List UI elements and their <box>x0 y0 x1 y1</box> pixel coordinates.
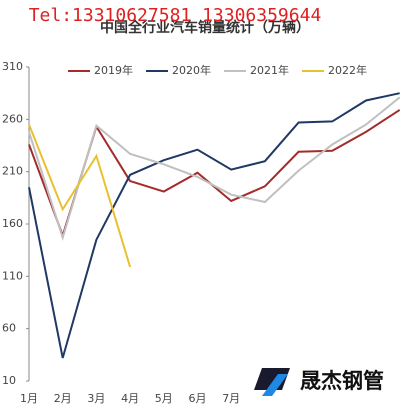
x-tick-label: 2月 <box>54 392 72 405</box>
series-line <box>28 92 400 359</box>
legend-label: 2021年 <box>250 63 289 77</box>
chart-title: 中国全行业汽车销量统计（万辆） <box>100 19 310 36</box>
legend-label: 2022年 <box>328 63 367 77</box>
logo-icon-accent <box>262 374 288 396</box>
logo-icon <box>254 368 290 390</box>
legend-label: 2019年 <box>94 63 133 77</box>
x-tick-label: 6月 <box>189 392 207 405</box>
x-tick-label: 3月 <box>87 392 105 405</box>
y-tick-label: 160 <box>2 217 23 230</box>
series-line <box>28 109 401 239</box>
series-line <box>28 96 401 241</box>
x-tick-label: 4月 <box>121 392 139 405</box>
legend-label: 2020年 <box>172 63 211 77</box>
series-line <box>28 124 132 268</box>
y-tick-label: 110 <box>2 269 23 282</box>
y-tick-label: 260 <box>2 112 23 125</box>
x-tick-label: 7月 <box>222 392 240 405</box>
y-tick-label: 210 <box>2 165 23 178</box>
y-tick-label: 310 <box>2 60 23 73</box>
y-tick-label: 60 <box>2 322 16 335</box>
logo-text: 晟杰钢管 <box>300 369 384 393</box>
y-tick-label: 10 <box>2 374 16 387</box>
x-tick-label: 5月 <box>155 392 173 405</box>
overlay-text: Tel:13310627581 13306359644 <box>29 5 322 26</box>
x-tick-label: 1月 <box>20 392 38 405</box>
